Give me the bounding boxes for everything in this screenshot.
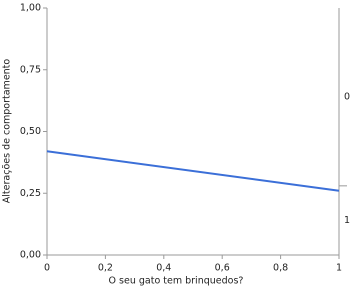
y-tick-label: 0,00 [20,250,41,261]
y-tick-label: 0,75 [20,64,41,75]
y2-category-label: 1 [344,215,350,226]
y2-category-label: 0 [344,91,350,102]
x-tick-label: 0 [44,263,50,274]
x-tick-label: 1 [336,263,342,274]
y-tick-label: 0,25 [20,188,41,199]
x-tick-label: 0,2 [98,263,113,274]
line [46,150,340,192]
y-axis-title: Alterações de comportamento [2,59,13,204]
y-tick-label: 1,00 [20,3,41,14]
x-tick-label: 0,8 [273,263,288,274]
x-tick-label: 0,4 [156,263,171,274]
x-axis-title: O seu gato tem brinquedos? [109,276,244,287]
x-tick-label: 0,6 [215,263,230,274]
y-tick-label: 0,50 [20,126,41,137]
